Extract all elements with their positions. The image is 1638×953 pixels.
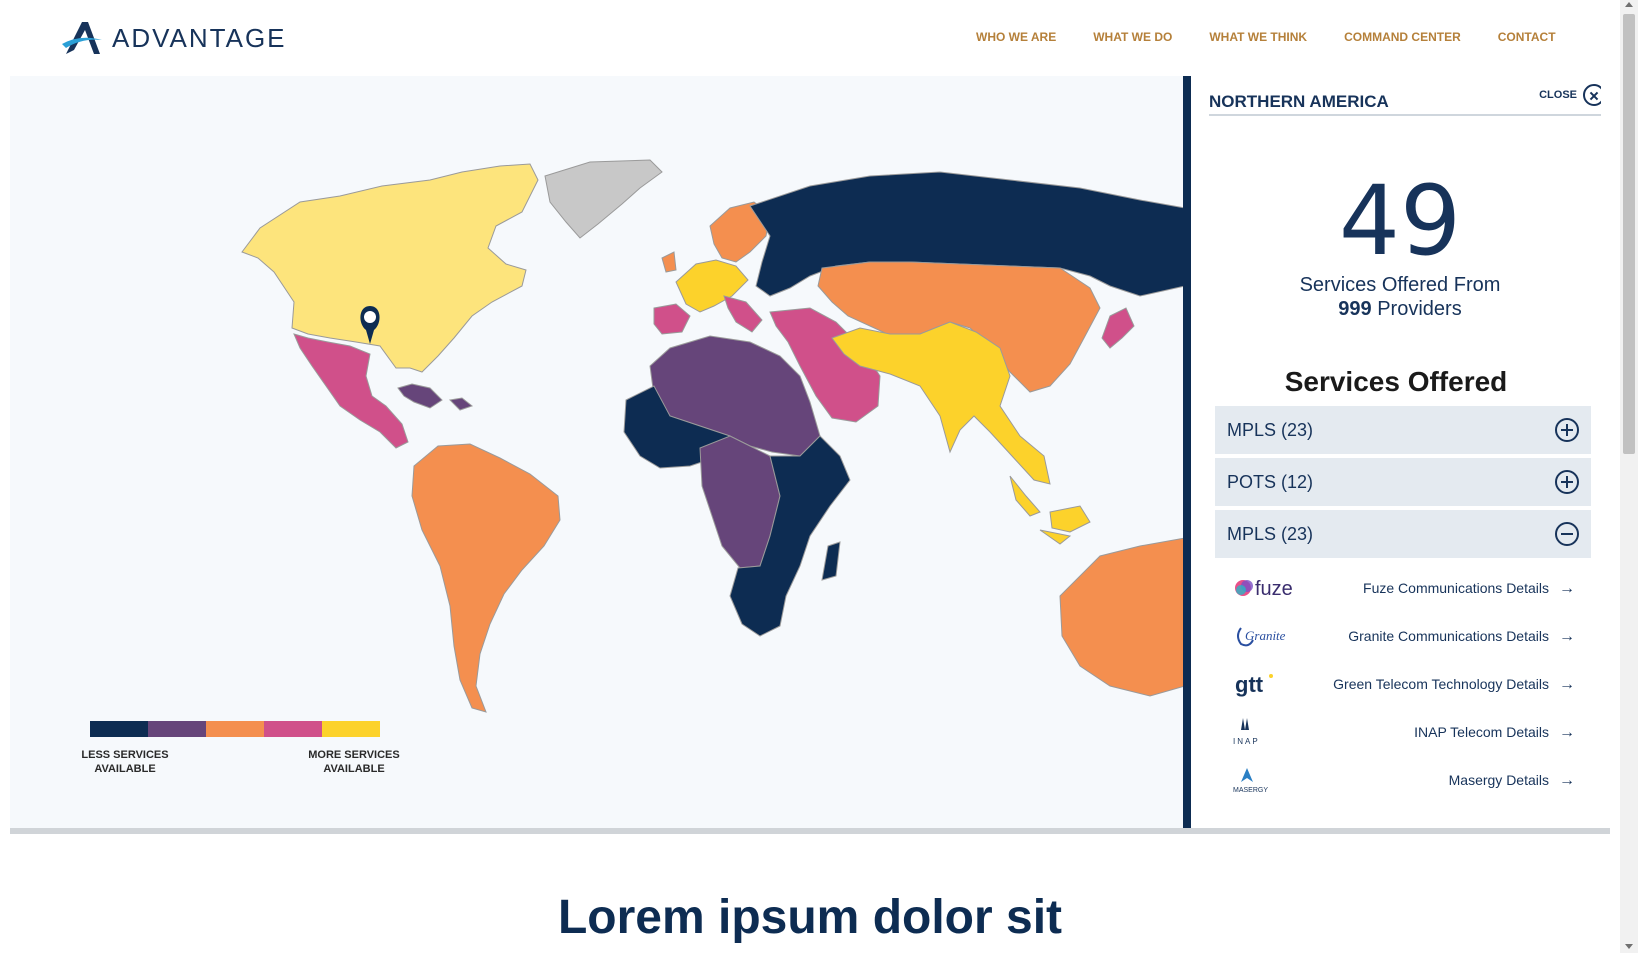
nav-what-we-do[interactable]: WHAT WE DO: [1093, 30, 1173, 44]
legend-swatch-level5: [322, 721, 380, 737]
site-header: ADVANTAGE WHO WE ARE WHAT WE DO WHAT WE …: [0, 0, 1620, 76]
plus-circle-icon[interactable]: [1555, 470, 1579, 494]
region-greenland[interactable]: [544, 159, 663, 239]
provider-row: MASERGY Masergy Details →: [1215, 760, 1591, 800]
provider-details-link[interactable]: INAP Telecom Details →: [1414, 724, 1575, 741]
map-bottom-divider: [10, 828, 1610, 834]
nav-command-center[interactable]: COMMAND CENTER: [1344, 30, 1461, 44]
arrow-right-icon: →: [1559, 772, 1575, 789]
provider-row: INAP INAP Telecom Details →: [1215, 712, 1591, 752]
close-icon: [1583, 84, 1601, 106]
advantage-logo-icon: [62, 22, 102, 54]
nav-contact[interactable]: CONTACT: [1497, 30, 1556, 44]
region-south-america[interactable]: [411, 443, 561, 713]
accordion-label: POTS (12): [1227, 472, 1314, 492]
brand-logo[interactable]: ADVANTAGE: [62, 20, 287, 56]
section-heading: Lorem ipsum dolor sit: [557, 891, 1063, 944]
arrow-right-icon: →: [1559, 628, 1575, 645]
accordion-mpls[interactable]: MPLS (23): [1215, 406, 1591, 454]
provider-details-link[interactable]: Granite Communications Details →: [1348, 628, 1575, 645]
legend-less-label: LESS SERVICES AVAILABLE: [81, 749, 169, 775]
scroll-thumb[interactable]: [1623, 14, 1635, 454]
accordion-label: MPLS (23): [1227, 420, 1314, 440]
map-legend: LESS SERVICES AVAILABLE MORE SERVICES AV…: [80, 721, 410, 776]
scroll-up-arrow-icon[interactable]: [1625, 2, 1633, 7]
region-southeast-asia[interactable]: [1009, 475, 1091, 545]
region-central-america[interactable]: [293, 333, 409, 449]
provider-row: Granite Granite Communications Details →: [1215, 616, 1591, 656]
accordion-mpls-expanded[interactable]: MPLS (23): [1215, 510, 1591, 558]
region-southern-europe[interactable]: [653, 295, 763, 335]
masergy-logo: MASERGY: [1233, 768, 1268, 794]
region-details-panel: NORTHERN AMERICA CLOSE 49 Services Offer…: [1183, 76, 1601, 828]
plus-circle-icon[interactable]: [1555, 418, 1579, 442]
region-western-europe[interactable]: [675, 259, 749, 313]
world-map: [241, 159, 1185, 713]
region-south-asia[interactable]: [831, 321, 1051, 485]
page-scrollbar[interactable]: [1620, 0, 1638, 953]
accordion-label: MPLS (23): [1227, 524, 1314, 544]
legend-swatch-level2: [148, 721, 206, 737]
close-button[interactable]: CLOSE: [1539, 84, 1601, 106]
providers-word: Providers: [1377, 298, 1462, 320]
region-caribbean[interactable]: [397, 383, 474, 411]
location-pin-icon[interactable]: [360, 306, 380, 344]
region-northern-europe[interactable]: [661, 201, 771, 273]
region-oceania[interactable]: [1059, 537, 1185, 697]
brand-name: ADVANTAGE: [112, 22, 287, 53]
region-northern-america[interactable]: [241, 163, 539, 373]
arrow-right-icon: →: [1559, 724, 1575, 741]
svg-text:INAP: INAP: [1233, 737, 1260, 746]
arrow-right-icon: →: [1559, 676, 1575, 693]
panel-header: NORTHERN AMERICA CLOSE: [1209, 84, 1601, 116]
legend-swatch-level1: [90, 721, 148, 737]
legend-more-label: MORE SERVICES AVAILABLE: [308, 749, 400, 775]
accordion-pots[interactable]: POTS (12): [1215, 458, 1591, 506]
region-eastern-africa[interactable]: [729, 435, 851, 637]
fuze-logo: fuze: [1235, 578, 1293, 600]
provider-details-link[interactable]: Green Telecom Technology Details →: [1333, 676, 1575, 693]
legend-color-scale: [90, 721, 410, 737]
inap-logo: INAP: [1233, 718, 1260, 746]
gtt-logo: gtt: [1235, 672, 1273, 697]
svg-text:fuze: fuze: [1255, 578, 1293, 600]
granite-logo: Granite: [1237, 627, 1286, 647]
providers-line: 999 Providers: [1191, 297, 1601, 321]
main-nav: WHO WE ARE WHAT WE DO WHAT WE THINK COMM…: [976, 30, 1593, 44]
svg-text:Granite: Granite: [1245, 628, 1286, 643]
svg-text:MASERGY: MASERGY: [1233, 787, 1268, 794]
legend-swatch-level3: [206, 721, 264, 737]
provider-details-link[interactable]: Fuze Communications Details →: [1363, 580, 1575, 597]
services-count: 49: [1338, 165, 1462, 277]
services-offered-heading: Services Offered: [1284, 366, 1508, 397]
region-title: NORTHERN AMERICA: [1209, 92, 1389, 111]
provider-row: fuze Fuze Communications Details →: [1215, 568, 1591, 608]
minus-circle-icon[interactable]: [1555, 522, 1579, 546]
services-offered-from: Services Offered From: [1299, 274, 1501, 296]
nav-what-we-think[interactable]: WHAT WE THINK: [1209, 30, 1308, 44]
providers-count: 999: [1338, 298, 1372, 320]
scroll-down-arrow-icon[interactable]: [1625, 944, 1633, 949]
close-label: CLOSE: [1539, 89, 1577, 101]
provider-details-link[interactable]: Masergy Details →: [1448, 772, 1575, 789]
region-western-asia[interactable]: [769, 307, 881, 423]
region-japan[interactable]: [1101, 307, 1135, 349]
arrow-right-icon: →: [1559, 580, 1575, 597]
nav-who-we-are[interactable]: WHO WE ARE: [976, 30, 1057, 44]
svg-text:gtt: gtt: [1235, 672, 1264, 697]
world-map-area: LESS SERVICES AVAILABLE MORE SERVICES AV…: [10, 76, 1185, 830]
legend-swatch-level4: [264, 721, 322, 737]
provider-row: gtt Green Telecom Technology Details →: [1215, 664, 1591, 704]
region-central-east-asia[interactable]: [817, 261, 1101, 393]
